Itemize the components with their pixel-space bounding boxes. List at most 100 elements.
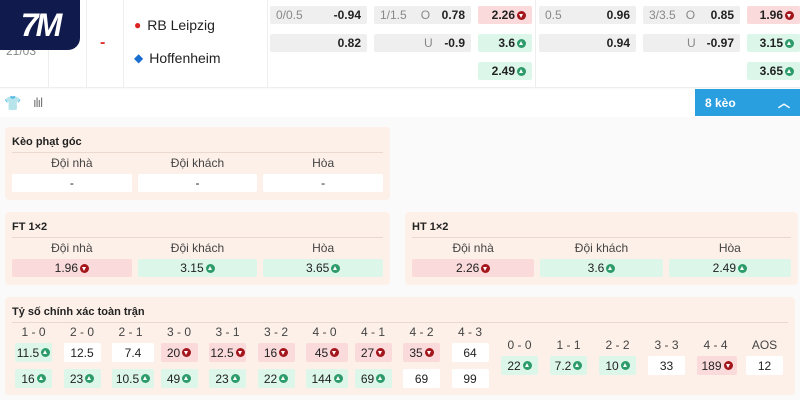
score-odds-cell[interactable]: 22 xyxy=(257,369,295,388)
odds-cell[interactable]: 2.49 xyxy=(668,259,791,277)
score-odds-cell[interactable]: 7.4 xyxy=(112,343,154,362)
ht-1x2-panel: HT 1×2 Đội nhà 2.26 Đội khách 3.6 Hòa 2.49 xyxy=(405,212,798,285)
score-odds-cell[interactable]: 16 xyxy=(257,343,295,362)
odds-cell[interactable]: 3.15 xyxy=(137,259,258,277)
down-arrow-icon xyxy=(517,10,526,20)
odds-value: 33 xyxy=(659,358,674,373)
score-label: 4 - 4 xyxy=(703,338,728,352)
stats-icon[interactable]: ılıl xyxy=(33,95,43,110)
score-odds-cell[interactable]: 35 xyxy=(403,343,440,362)
up-arrow-icon xyxy=(573,361,583,370)
score-odds-cell[interactable]: 11.5 xyxy=(15,343,52,362)
odds-value: 23 xyxy=(215,371,229,386)
score-odds-cell[interactable]: 45 xyxy=(306,343,348,362)
1x2-draw[interactable]: 2.49 xyxy=(478,62,532,80)
shirt-icon[interactable]: 👕 xyxy=(4,95,22,111)
match-score: - xyxy=(100,34,106,51)
ht-handicap-home[interactable]: 0.5 0.96 xyxy=(539,6,636,24)
panel-title: Kèo phạt góc xyxy=(12,136,383,153)
score-odds-cell[interactable]: 12.5 xyxy=(209,343,246,362)
column-header: Đội nhà xyxy=(452,241,494,255)
odds-value: 16 xyxy=(21,371,35,386)
up-arrow-icon xyxy=(331,263,341,273)
score-odds-cell[interactable]: 23 xyxy=(63,369,101,388)
score-label: 2 - 2 xyxy=(605,338,630,352)
odds-value: 1.96 xyxy=(54,261,78,275)
score-label: 4 - 0 xyxy=(312,325,337,339)
over-under-under[interactable]: U -0.9 xyxy=(374,34,471,52)
score-label: 4 - 3 xyxy=(457,325,482,339)
score-odds-cell[interactable]: 12.5 xyxy=(63,343,101,362)
odds-cell[interactable]: - xyxy=(12,174,132,192)
up-arrow-icon xyxy=(333,374,343,383)
down-arrow-icon xyxy=(785,10,794,20)
down-arrow-icon xyxy=(723,361,733,370)
1x2-home[interactable]: 2.26 xyxy=(478,6,532,24)
odds-value: - xyxy=(195,176,200,190)
ht-under[interactable]: U -0.97 xyxy=(643,34,740,52)
chevron-up-icon: ︿ xyxy=(777,96,790,110)
odds-value: 64 xyxy=(463,345,477,360)
panel-title: Tỷ số chính xác toàn trận xyxy=(12,306,788,323)
odds-value: 22 xyxy=(507,358,521,373)
toolbar: 👕 ılıl xyxy=(0,89,800,117)
odds-cell[interactable]: - xyxy=(263,174,383,192)
odds-value: 69 xyxy=(360,371,375,386)
ht-1x2-home[interactable]: 1.96 xyxy=(747,6,800,24)
score-label: 1 - 0 xyxy=(21,325,46,339)
odds-cell[interactable]: 1.96 xyxy=(12,259,132,277)
home-team[interactable]: ● RB Leipzig xyxy=(134,17,215,33)
score-odds-cell[interactable]: 12 xyxy=(746,356,783,375)
column-header: Đội nhà xyxy=(51,156,93,170)
column-header: Đội nhà xyxy=(51,241,93,255)
column-header: Hòa xyxy=(312,156,335,170)
score-odds-cell[interactable]: 189 xyxy=(697,356,737,375)
odds-value: 99 xyxy=(463,371,477,386)
score-odds-cell[interactable]: 22 xyxy=(501,356,538,375)
away-team[interactable]: ◆ Hoffenheim xyxy=(134,50,221,66)
odds-cell[interactable]: 2.26 xyxy=(412,259,535,277)
ht-over[interactable]: 3/3.5 O 0.85 xyxy=(643,6,740,24)
score-odds-cell[interactable]: 23 xyxy=(209,369,246,388)
odds-value: 16 xyxy=(263,345,278,360)
score-odds-cell[interactable]: 69 xyxy=(354,369,392,388)
odds-cell[interactable]: 3.6 xyxy=(540,259,663,277)
odds-cell[interactable]: - xyxy=(137,174,258,192)
odds-value: 27 xyxy=(360,345,375,360)
up-arrow-icon xyxy=(522,361,532,370)
leipzig-crest-icon: ● xyxy=(134,18,142,32)
down-arrow-icon xyxy=(424,348,434,357)
column-header: Hòa xyxy=(718,241,741,255)
up-arrow-icon xyxy=(738,263,747,273)
score-odds-cell[interactable]: 10.5 xyxy=(112,369,154,388)
score-odds-cell[interactable]: 99 xyxy=(451,369,489,388)
odds-value: 3.15 xyxy=(180,261,204,275)
score-odds-cell[interactable]: 49 xyxy=(160,369,198,388)
handicap-away[interactable]: 0.82 xyxy=(270,34,367,52)
score-odds-cell[interactable]: 33 xyxy=(648,356,685,375)
over-under-over[interactable]: 1/1.5 O 0.78 xyxy=(374,6,471,24)
more-odds-button[interactable]: 8 kèo ︿ xyxy=(695,89,800,116)
1x2-away[interactable]: 3.6 xyxy=(478,34,532,52)
score-odds-cell[interactable]: 69 xyxy=(403,369,440,388)
up-arrow-icon xyxy=(141,374,151,383)
score-odds-cell[interactable]: 144 xyxy=(306,369,348,388)
score-odds-cell[interactable]: 7.2 xyxy=(550,356,587,375)
ht-1x2-away[interactable]: 3.15 xyxy=(747,34,800,52)
score-label: 3 - 2 xyxy=(263,325,288,339)
handicap-home[interactable]: 0/0.5 -0.94 xyxy=(270,6,367,24)
odds-value: 2.26 xyxy=(455,261,480,275)
ht-handicap-away[interactable]: 0.94 xyxy=(539,34,636,52)
column-header: Hòa xyxy=(312,241,335,255)
up-arrow-icon xyxy=(230,374,240,383)
score-odds-cell[interactable]: 16 xyxy=(15,369,52,388)
odds-cell[interactable]: 3.65 xyxy=(263,259,383,277)
odds-value: 23 xyxy=(69,371,84,386)
score-odds-cell[interactable]: 64 xyxy=(451,343,489,362)
score-odds-cell[interactable]: 10 xyxy=(599,356,636,375)
score-odds-cell[interactable]: 20 xyxy=(160,343,198,362)
score-odds-cell[interactable]: 27 xyxy=(354,343,392,362)
odds-value: 7.2 xyxy=(554,358,572,373)
ht-1x2-draw[interactable]: 3.65 xyxy=(747,62,800,80)
panel-title: HT 1×2 xyxy=(412,221,791,238)
